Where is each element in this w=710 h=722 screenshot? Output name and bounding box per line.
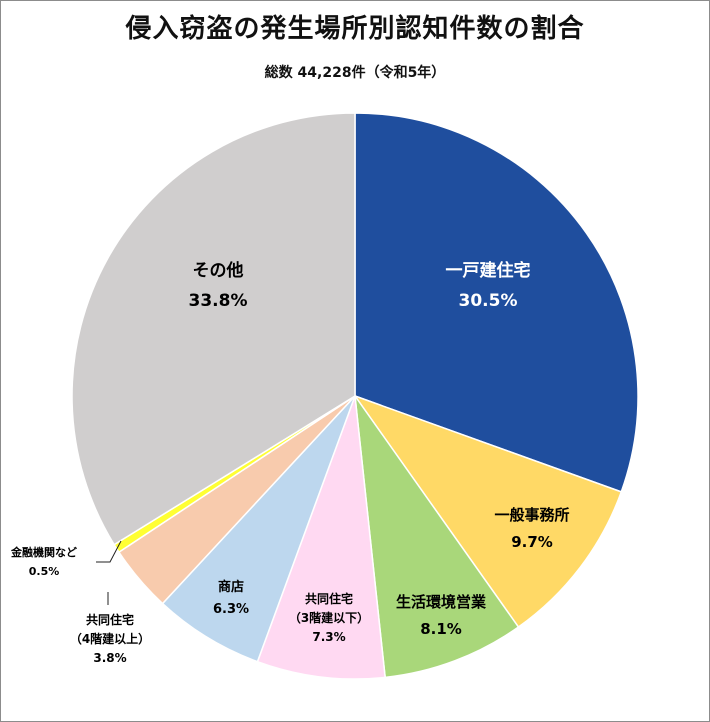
slice-category-label: 生活環境営業 xyxy=(396,593,487,611)
pie-slice xyxy=(71,112,356,546)
slice-value-label: 9.7% xyxy=(511,533,553,551)
slice-category-label: （3階建以下） xyxy=(289,610,369,625)
chart-subtitle: 総数 44,228件（令和5年） xyxy=(264,65,446,81)
pie-slice xyxy=(354,112,639,493)
slice-category-label: 共同住宅 xyxy=(86,612,134,627)
slice-value-label: 30.5% xyxy=(459,291,518,311)
slice-category-label: 一般事務所 xyxy=(494,506,569,524)
slice-category-label: 金融機関など xyxy=(10,545,77,559)
pie-slice xyxy=(256,395,386,680)
slice-value-label: 33.8% xyxy=(189,291,248,311)
pie-slice xyxy=(353,394,623,629)
leader-line xyxy=(96,540,122,563)
chart-title: 侵入窃盗の発生場所別認知件数の割合 xyxy=(125,14,585,44)
slice-value-label: 6.3% xyxy=(213,602,249,617)
slice-value-label: 3.8% xyxy=(93,651,126,665)
pie-slice xyxy=(353,393,520,679)
slice-value-label: 0.5% xyxy=(29,565,60,578)
slice-value-label: 7.3% xyxy=(312,630,345,644)
slice-value-label: 8.1% xyxy=(420,620,462,638)
slice-category-label: 商店 xyxy=(218,579,244,595)
slice-category-label: 共同住宅 xyxy=(305,591,353,606)
slice-category-label: その他 xyxy=(193,260,244,281)
slice-category-label: 一戸建住宅 xyxy=(446,260,531,281)
slice-category-label: （4階建以上） xyxy=(70,631,150,646)
